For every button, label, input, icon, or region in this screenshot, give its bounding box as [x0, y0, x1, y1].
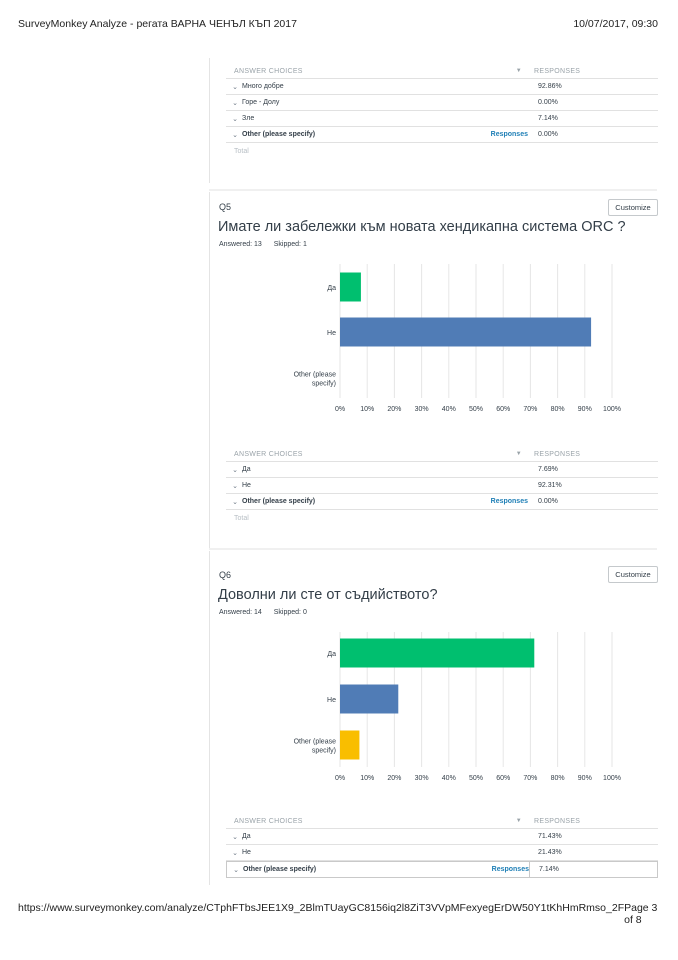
answer-label: Не: [242, 482, 251, 489]
responses-link[interactable]: Responses: [490, 131, 528, 138]
chevron-down-icon[interactable]: ⌄: [232, 482, 238, 490]
print-datetime: 10/07/2017, 09:30: [573, 18, 658, 30]
total-row: Total: [234, 514, 249, 522]
table-row-other: ⌄ Other (please specify) Responses 0.00%: [226, 494, 658, 510]
print-footer: https://www.surveymonkey.com/analyze/CTp…: [18, 902, 658, 926]
responses-link[interactable]: Responses: [491, 866, 529, 873]
chevron-down-icon[interactable]: ⌄: [232, 115, 238, 123]
question-number: Q6: [219, 570, 232, 580]
answer-label: Other (please specify): [242, 498, 316, 505]
question-title: Имате ли забележки към новата хендикапна…: [218, 219, 626, 235]
table-header: ANSWER CHOICES ▼ RESPONSES: [226, 814, 658, 829]
sort-icon[interactable]: ▼: [515, 817, 522, 824]
answer-label: Зле: [242, 115, 255, 122]
chevron-down-icon[interactable]: ⌄: [232, 833, 238, 841]
table-row-other: ⌄ Other (please specify) Responses 7.14%: [226, 861, 658, 878]
answer-value: 7.14%: [538, 115, 558, 122]
sort-icon[interactable]: ▼: [515, 67, 522, 74]
table-header: ANSWER CHOICES ▼ RESPONSES: [226, 64, 658, 79]
sort-icon[interactable]: ▼: [515, 450, 522, 457]
answer-label: Да: [242, 833, 251, 840]
skipped-count: Skipped: 1: [273, 241, 307, 248]
total-row: Total: [234, 147, 249, 155]
q6-answer-table: ANSWER CHOICES ▼ RESPONSES ⌄ Да 71.43% ⌄ …: [226, 814, 658, 878]
chevron-down-icon[interactable]: ⌄: [232, 83, 238, 91]
q6-panel: [209, 551, 658, 885]
responses-header: RESPONSES: [534, 67, 581, 75]
chevron-down-icon[interactable]: ⌄: [233, 866, 239, 874]
answer-choices-header: ANSWER CHOICES: [234, 817, 303, 825]
answer-choices-header: ANSWER CHOICES: [234, 450, 303, 458]
table-row: ⌄ Да 71.43%: [226, 829, 658, 845]
table-row: ⌄ Да 7.69%: [226, 462, 658, 478]
answer-choices-header: ANSWER CHOICES: [234, 67, 303, 75]
page-number: Page 3 of 8: [624, 902, 658, 926]
question-title: Доволни ли сте от съдийството?: [218, 587, 438, 603]
answer-value: 0.00%: [538, 99, 558, 106]
responses-header: RESPONSES: [534, 817, 581, 825]
table-header: ANSWER CHOICES ▼ RESPONSES: [226, 447, 658, 462]
question-number: Q5: [219, 202, 232, 212]
answer-value: 0.00%: [538, 498, 558, 505]
print-url: https://www.surveymonkey.com/analyze/CTp…: [18, 902, 625, 914]
responses-header: RESPONSES: [534, 450, 581, 458]
chevron-down-icon[interactable]: ⌄: [232, 498, 238, 506]
q5-panel: [209, 192, 658, 548]
answer-label: Не: [242, 849, 251, 856]
table-row: ⌄ Не 92.31%: [226, 478, 658, 494]
answer-label: Много добре: [242, 83, 284, 90]
table-row: ⌄ Много добре 92.86%: [226, 79, 658, 95]
print-title: SurveyMonkey Analyze - регата ВАРНА ЧЕНЪ…: [18, 18, 297, 30]
answer-value: 21.43%: [538, 849, 562, 856]
answer-value: 7.14%: [529, 862, 639, 877]
panel-divider: [209, 548, 657, 550]
chevron-down-icon[interactable]: ⌄: [232, 466, 238, 474]
customize-button[interactable]: Customize: [608, 199, 658, 216]
table-row-other: ⌄ Other (please specify) Responses 0.00%: [226, 127, 658, 143]
answer-label: Горе - Долу: [242, 99, 280, 106]
q5-answer-table: ANSWER CHOICES ▼ RESPONSES ⌄ Да 7.69% ⌄ Н…: [226, 447, 658, 526]
answer-value: 0.00%: [538, 131, 558, 138]
skipped-count: Skipped: 0: [273, 609, 307, 616]
q4-panel: [209, 58, 658, 183]
print-header: SurveyMonkey Analyze - регата ВАРНА ЧЕНЪ…: [18, 18, 658, 30]
answer-value: 92.86%: [538, 83, 562, 90]
chevron-down-icon[interactable]: ⌄: [232, 99, 238, 107]
answered-count: Answered: 13: [219, 241, 262, 248]
answered-count: Answered: 14: [219, 609, 262, 616]
question-stats: Answered: 14 Skipped: 0: [219, 609, 317, 616]
table-row: ⌄ Зле 7.14%: [226, 111, 658, 127]
chevron-down-icon[interactable]: ⌄: [232, 849, 238, 857]
answer-value: 71.43%: [538, 833, 562, 840]
responses-link[interactable]: Responses: [490, 498, 528, 505]
table-row: ⌄ Не 21.43%: [226, 845, 658, 861]
question-stats: Answered: 13 Skipped: 1: [219, 241, 317, 248]
answer-label: Да: [242, 466, 251, 473]
answer-label: Other (please specify): [242, 131, 316, 138]
answer-value: 92.31%: [538, 482, 562, 489]
panel-divider: [209, 189, 657, 191]
q4-answer-table: ANSWER CHOICES ▼ RESPONSES ⌄ Много добре …: [226, 64, 658, 159]
answer-value: 7.69%: [538, 466, 558, 473]
customize-button[interactable]: Customize: [608, 566, 658, 583]
table-row: ⌄ Горе - Долу 0.00%: [226, 95, 658, 111]
chevron-down-icon[interactable]: ⌄: [232, 131, 238, 139]
answer-label: Other (please specify): [243, 866, 317, 873]
